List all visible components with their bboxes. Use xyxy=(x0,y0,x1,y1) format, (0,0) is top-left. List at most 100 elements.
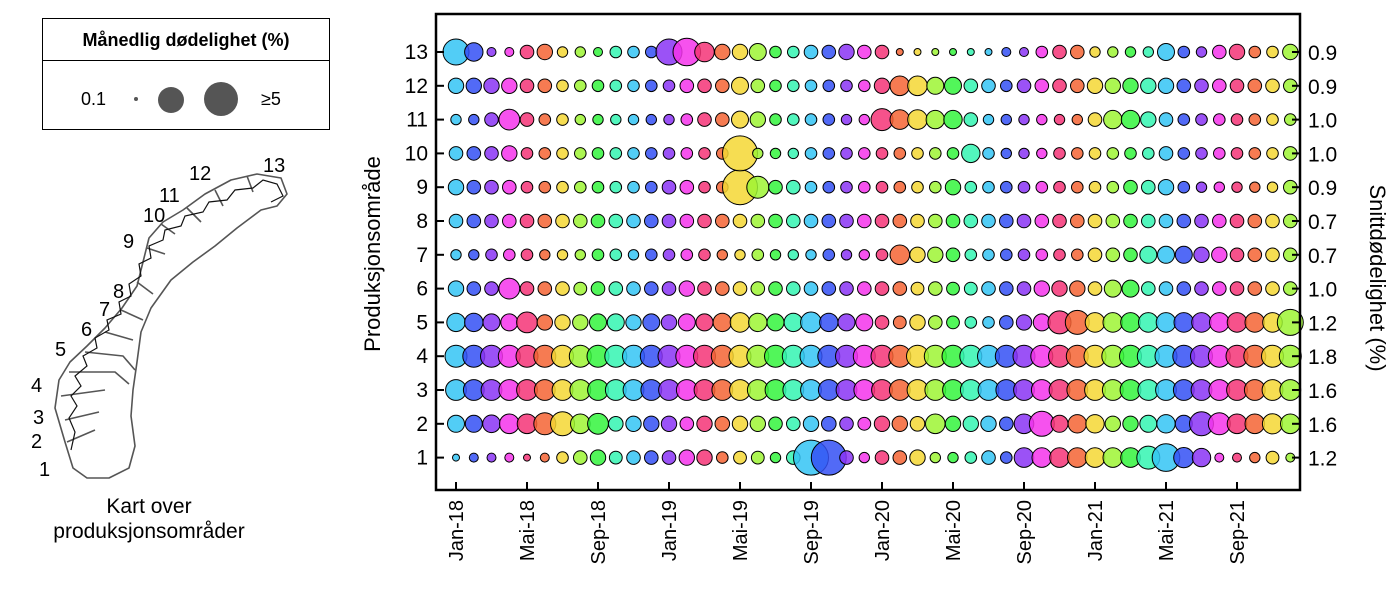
bubble-zone5-m39 xyxy=(1138,312,1159,333)
bubble-zone12-m42 xyxy=(1194,78,1209,94)
bubble-zone7-m9 xyxy=(609,248,623,262)
bubble-zone6-m28 xyxy=(946,281,960,296)
bubble-zone7-m22 xyxy=(840,249,853,261)
avg-mortality-label-4: 1.8 xyxy=(1308,346,1337,369)
bubble-zone10-m33 xyxy=(1036,147,1048,160)
bubble-zone5-m6 xyxy=(554,314,571,331)
x-tick-label-11: Sep-21 xyxy=(1227,500,1249,565)
bubble-zone7-m25 xyxy=(889,244,911,266)
bubble-zone11-m12 xyxy=(663,113,675,126)
bubble-zone13-m30 xyxy=(984,48,993,56)
bubble-zone5-m30 xyxy=(982,316,995,329)
bubble-zone11-m25 xyxy=(889,109,911,130)
bubble-zone11-m26 xyxy=(907,109,928,130)
bubble-zone6-m4 xyxy=(519,281,535,296)
bubble-zone6-m42 xyxy=(1194,281,1209,296)
bubble-zone8-m4 xyxy=(519,213,535,229)
bubble-zone11-m32 xyxy=(1018,113,1030,126)
bubble-zone2-m0 xyxy=(447,414,465,433)
bubble-zone9-m31 xyxy=(1000,180,1013,194)
bubble-zone7-m13 xyxy=(680,248,694,262)
bubble-zone8-m8 xyxy=(590,213,606,229)
bubble-zone12-m6 xyxy=(556,79,569,93)
bubble-zone5-m15 xyxy=(712,312,732,333)
bubble-zone7-m46 xyxy=(1265,247,1280,263)
bubble-zone8-m37 xyxy=(1105,213,1121,229)
bubble-zone5-m3 xyxy=(500,313,519,332)
map-zone-label-10: 10 xyxy=(143,205,165,227)
bubble-zone6-m20 xyxy=(803,281,819,296)
bubble-zone6-m25 xyxy=(892,281,908,296)
bubble-zone6-m39 xyxy=(1141,281,1156,296)
bubble-zone2-m3 xyxy=(499,413,520,435)
bubble-zone7-m8 xyxy=(591,248,605,262)
bubble-zone9-m39 xyxy=(1141,179,1156,195)
bubble-zone6-m26 xyxy=(910,281,925,296)
bubble-zone1-m27 xyxy=(929,451,941,464)
bubble-zone11-m22 xyxy=(840,113,853,126)
bubble-zone12-m40 xyxy=(1157,77,1175,95)
bubble-zone10-m17 xyxy=(752,147,764,160)
bubble-zone7-m14 xyxy=(698,248,711,262)
bubble-zone8-m2 xyxy=(484,213,499,229)
bubble-zone13-m34 xyxy=(1052,44,1067,60)
bubble-zone13-m9 xyxy=(609,45,623,59)
bubble-zone9-m8 xyxy=(591,180,605,194)
bubble-zone12-m8 xyxy=(591,79,605,93)
x-tick-label-10: Mai-21 xyxy=(1156,500,1178,561)
bubble-zone13-m24 xyxy=(874,44,890,60)
bubble-zone2-m28 xyxy=(944,415,962,432)
bubble-zone12-m32 xyxy=(1016,78,1032,94)
bubble-zone5-m5 xyxy=(536,314,554,331)
bubble-zone2-m13 xyxy=(679,416,695,432)
x-tick-label-3: Jan-19 xyxy=(659,500,681,561)
bubble-zone11-m41 xyxy=(1177,113,1191,126)
bubble-zone12-m31 xyxy=(1000,79,1013,93)
bubble-zone9-m9 xyxy=(609,180,623,194)
bubble-zone13-m36 xyxy=(1089,46,1101,58)
bubble-zone1-m15 xyxy=(716,451,729,464)
bubble-zone2-m19 xyxy=(786,416,801,432)
bubble-zone13-m38 xyxy=(1124,46,1137,58)
legend-dot-small xyxy=(134,97,138,101)
bubble-zone10-m45 xyxy=(1248,147,1262,160)
bubble-zone13-m25 xyxy=(895,48,904,56)
bubble-zone9-m44 xyxy=(1231,181,1243,193)
y-tick-label-7: 7 xyxy=(416,244,428,267)
y-tick-label-2: 2 xyxy=(416,413,428,436)
bubble-zone11-m36 xyxy=(1087,112,1103,127)
bubble-zone5-m26 xyxy=(909,314,926,331)
bubble-zone12-m1 xyxy=(465,77,483,95)
legend-box: Månedlig dødelighet (%) 0.1 ≥5 xyxy=(42,18,330,130)
y-tick-label-3: 3 xyxy=(416,379,428,402)
bubble-zone5-m17 xyxy=(748,312,768,333)
bubble-zone13-m17 xyxy=(748,43,767,61)
bubble-zone2-m29 xyxy=(962,415,979,432)
bubble-zone7-m42 xyxy=(1193,246,1210,264)
bubble-zone10-m32 xyxy=(1018,147,1030,160)
bubble-zone6-m44 xyxy=(1229,281,1245,296)
bubble-zone6-m30 xyxy=(981,281,996,296)
bubble-zone2-m8 xyxy=(587,412,609,435)
bubble-zone2-m12 xyxy=(660,415,678,432)
bubble-zone13-m32 xyxy=(1019,47,1029,57)
bubble-zone8-m44 xyxy=(1229,213,1245,229)
bubble-zone6-m43 xyxy=(1212,281,1227,296)
bubble-zone1-m22 xyxy=(839,450,854,465)
bubble-zone9-m4 xyxy=(520,180,534,194)
map-zone-label-5: 5 xyxy=(55,339,66,361)
bubble-zone12-m20 xyxy=(804,79,818,93)
bubble-zone10-m12 xyxy=(662,147,676,160)
map-zone-label-6: 6 xyxy=(81,319,92,341)
bubble-zone11-m3 xyxy=(498,108,521,131)
bubble-zone6-m19 xyxy=(786,281,801,296)
bubble-zone12-m33 xyxy=(1034,78,1050,94)
bubble-zone7-m37 xyxy=(1105,247,1121,263)
bubble-zone8-m25 xyxy=(892,213,908,229)
bubble-zone6-m37 xyxy=(1103,279,1122,298)
bubble-zone13-m43 xyxy=(1212,44,1227,60)
bubble-zone11-m6 xyxy=(556,113,569,126)
bubble-zone10-m3 xyxy=(501,145,518,162)
bubble-layer xyxy=(442,37,1304,476)
bubble-zone2-m34 xyxy=(1050,414,1069,433)
